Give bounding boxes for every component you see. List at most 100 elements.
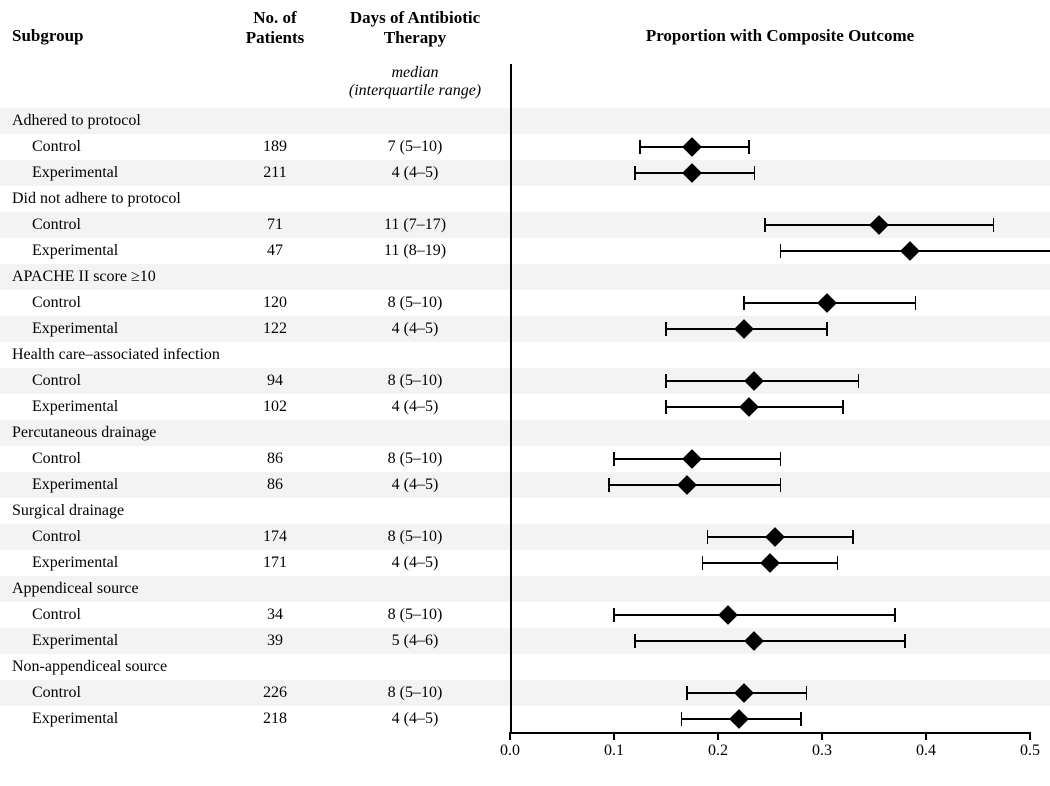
plot-cell — [510, 420, 1050, 446]
subheader-days-line1: median — [391, 64, 438, 81]
point-estimate-diamond — [729, 709, 749, 729]
subgroup-arm-row: Experimental395 (4–6) — [0, 628, 1050, 654]
forest-marker — [510, 634, 1030, 648]
subheader-spacer-2 — [230, 64, 320, 108]
plot-cell — [510, 186, 1050, 212]
subgroup-label: Appendiceal source — [0, 580, 230, 598]
days-therapy-value: 4 (4–5) — [320, 554, 510, 572]
plot-cell — [510, 654, 1050, 680]
n-patients-value: 218 — [230, 710, 320, 728]
axis-spacer-2 — [230, 732, 320, 772]
days-therapy-value: 8 (5–10) — [320, 606, 510, 624]
x-tick-label: 0.3 — [812, 742, 832, 760]
n-patients-value: 171 — [230, 554, 320, 572]
plot-cell — [510, 290, 1050, 316]
ci-cap-low — [681, 712, 683, 726]
forest-marker — [510, 686, 1030, 700]
point-estimate-diamond — [817, 293, 837, 313]
plot-cell — [510, 524, 1050, 550]
plot-cell — [510, 134, 1050, 160]
header-days-line1: Days of Antibiotic — [350, 8, 480, 27]
n-patients-value: 86 — [230, 450, 320, 468]
subgroup-arm-row: Experimental1024 (4–5) — [0, 394, 1050, 420]
x-tick — [509, 732, 511, 740]
subgroup-label: Adhered to protocol — [0, 112, 230, 130]
n-patients-value: 120 — [230, 294, 320, 312]
n-patients-value: 211 — [230, 164, 320, 182]
arm-label: Experimental — [0, 242, 230, 260]
subgroup-arm-row: Control868 (5–10) — [0, 446, 1050, 472]
axis-spacer-3 — [320, 732, 510, 772]
plot-zero-line-top — [510, 64, 512, 108]
subheader-spacer-1 — [0, 64, 230, 108]
forest-marker — [510, 166, 1030, 180]
plot-cell — [510, 238, 1050, 264]
ci-bar — [614, 614, 895, 616]
plot-cell — [510, 446, 1050, 472]
ci-cap-low — [608, 478, 610, 492]
point-estimate-diamond — [677, 475, 697, 495]
n-patients-value: 122 — [230, 320, 320, 338]
x-tick — [821, 732, 823, 740]
ci-cap-low — [639, 140, 641, 154]
subgroup-header-row: Adhered to protocol — [0, 108, 1050, 134]
subgroup-arm-row: Experimental1224 (4–5) — [0, 316, 1050, 342]
arm-label: Control — [0, 528, 230, 546]
forest-marker — [510, 452, 1030, 466]
arm-label: Control — [0, 294, 230, 312]
point-estimate-diamond — [682, 137, 702, 157]
subgroup-label: Health care–associated infection — [0, 346, 230, 364]
arm-label: Experimental — [0, 554, 230, 572]
subheader-plot-area — [510, 64, 1050, 108]
x-tick — [1029, 732, 1031, 740]
n-patients-value: 39 — [230, 632, 320, 650]
plot-zero-line — [510, 420, 512, 446]
days-therapy-value: 4 (4–5) — [320, 710, 510, 728]
plot-cell — [510, 212, 1050, 238]
point-estimate-diamond — [900, 241, 920, 261]
arm-label: Experimental — [0, 476, 230, 494]
ci-cap-low — [634, 634, 636, 648]
days-therapy-value: 7 (5–10) — [320, 138, 510, 156]
subheader-days: median (interquartile range) — [320, 64, 510, 108]
header-plot-title: Proportion with Composite Outcome — [510, 26, 1050, 46]
plot-zero-line — [510, 498, 512, 524]
header-subgroup: Subgroup — [0, 26, 230, 46]
subgroup-header-row: Surgical drainage — [0, 498, 1050, 524]
arm-label: Experimental — [0, 320, 230, 338]
plot-cell — [510, 706, 1050, 732]
point-estimate-diamond — [744, 371, 764, 391]
ci-cap-high — [915, 296, 917, 310]
arm-label: Experimental — [0, 398, 230, 416]
ci-cap-low — [665, 374, 667, 388]
days-therapy-value: 8 (5–10) — [320, 684, 510, 702]
ci-cap-low — [743, 296, 745, 310]
ci-cap-high — [806, 686, 808, 700]
plot-zero-line — [510, 576, 512, 602]
header-row: Subgroup No. of Patients Days of Antibio… — [0, 0, 1050, 64]
days-therapy-value: 8 (5–10) — [320, 528, 510, 546]
plot-zero-line — [510, 654, 512, 680]
n-patients-value: 174 — [230, 528, 320, 546]
plot-zero-line — [510, 342, 512, 368]
ci-cap-low — [764, 218, 766, 232]
plot-cell — [510, 264, 1050, 290]
point-estimate-diamond — [765, 527, 785, 547]
subgroup-arm-row: Control348 (5–10) — [0, 602, 1050, 628]
ci-cap-low — [707, 530, 709, 544]
ci-cap-high — [993, 218, 995, 232]
x-tick-label: 0.1 — [604, 742, 624, 760]
forest-marker — [510, 608, 1030, 622]
x-tick-label: 0.4 — [916, 742, 936, 760]
plot-cell — [510, 680, 1050, 706]
subgroup-arm-row: Experimental2114 (4–5) — [0, 160, 1050, 186]
subgroup-arm-row: Control1897 (5–10) — [0, 134, 1050, 160]
days-therapy-value: 4 (4–5) — [320, 476, 510, 494]
header-days: Days of Antibiotic Therapy — [320, 8, 510, 49]
point-estimate-diamond — [734, 683, 754, 703]
ci-cap-high — [780, 478, 782, 492]
forest-marker — [510, 478, 1030, 492]
n-patients-value: 71 — [230, 216, 320, 234]
ci-cap-high — [826, 322, 828, 336]
forest-plot-figure: Subgroup No. of Patients Days of Antibio… — [0, 0, 1050, 786]
